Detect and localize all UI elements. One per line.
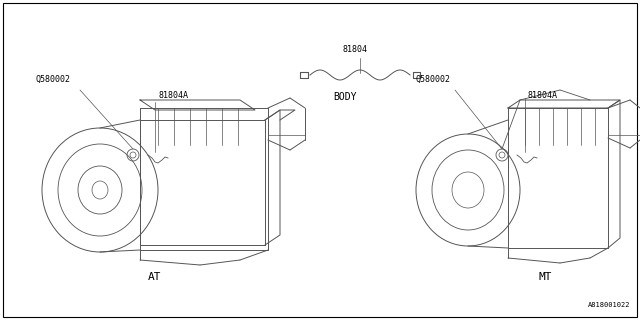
Text: 81804A: 81804A	[158, 91, 188, 100]
Text: AT: AT	[148, 272, 162, 282]
Text: Q580002: Q580002	[35, 75, 70, 84]
Text: BODY: BODY	[333, 92, 356, 102]
Text: MT: MT	[538, 272, 552, 282]
Text: A818001022: A818001022	[588, 302, 630, 308]
Text: 81804A: 81804A	[528, 91, 558, 100]
Text: Q580002: Q580002	[415, 75, 450, 84]
Text: 81804: 81804	[342, 45, 367, 54]
